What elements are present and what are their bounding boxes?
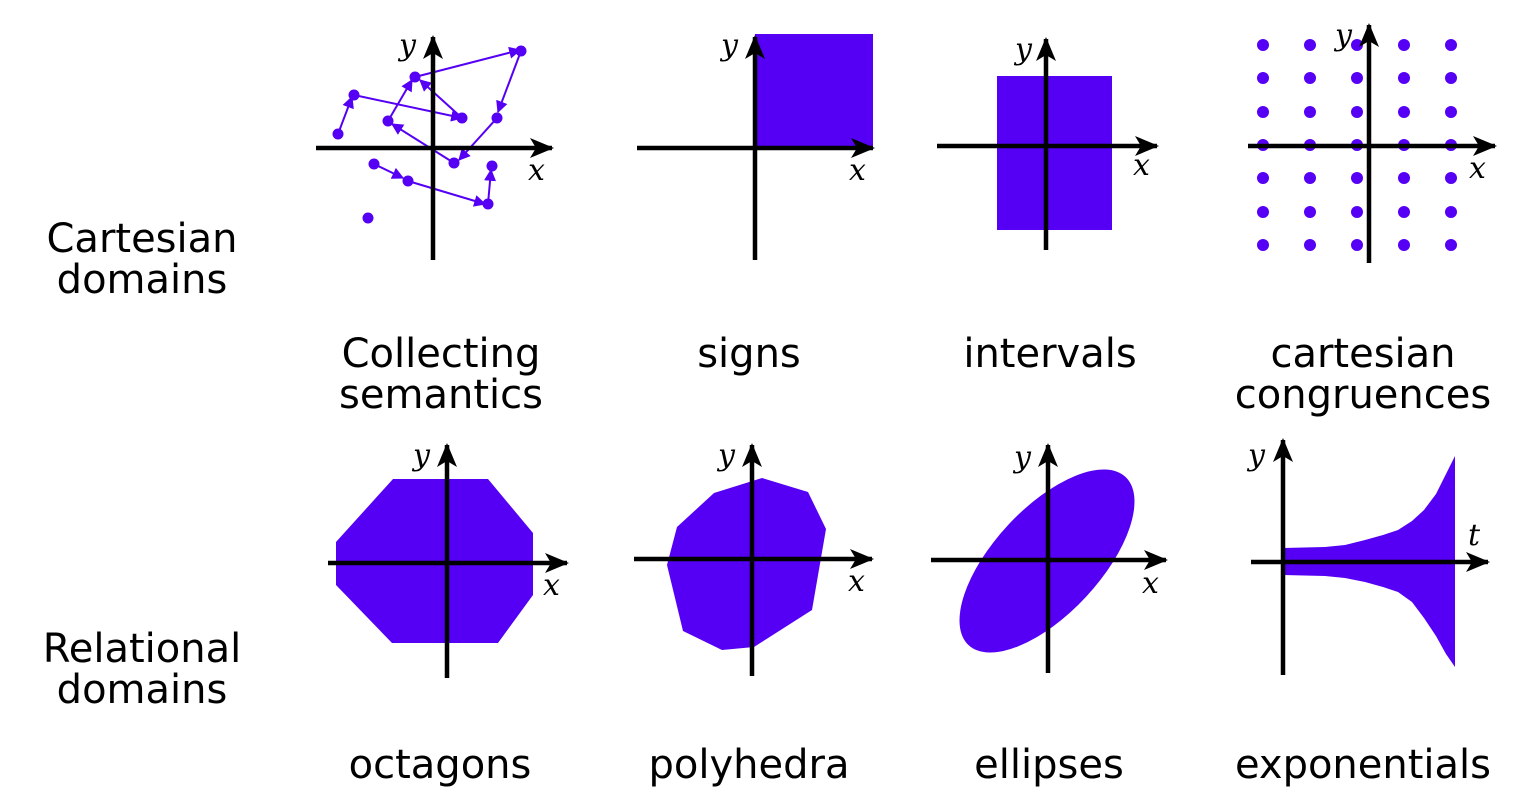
y-axis-label: y xyxy=(719,28,739,63)
y-axis-label: y xyxy=(1013,32,1033,67)
row-label-cartesian-line1: Cartesian xyxy=(47,216,238,262)
polyhedron-shape xyxy=(667,478,826,650)
x-axis-label: x xyxy=(1133,148,1150,183)
row-label-relational-line2: domains xyxy=(57,667,228,713)
y-axis-label: y xyxy=(1333,18,1353,53)
panel-signs: x y signs xyxy=(637,28,875,377)
x-axis-label: x xyxy=(848,564,865,599)
trajectory-points xyxy=(332,45,527,224)
panel-exponentials: t y exponentials xyxy=(1235,438,1491,788)
y-axis-label: y xyxy=(716,438,736,473)
y-axis-label: y xyxy=(1012,440,1032,475)
row-label-relational: Relational domains xyxy=(43,626,241,713)
panel-octagons: x y octagons xyxy=(328,438,569,788)
row-label-cartesian-line2: domains xyxy=(57,257,228,303)
panel-ellipses: x y ellipses xyxy=(931,440,1168,788)
caption-exponentials: exponentials xyxy=(1235,742,1491,788)
caption-signs: signs xyxy=(697,331,801,377)
y-axis-label: y xyxy=(411,438,431,473)
x-axis-label: x xyxy=(1469,151,1486,186)
caption-congruences-line1: cartesian xyxy=(1270,331,1455,377)
caption-congruences-line2: congruences xyxy=(1235,372,1491,418)
panel-intervals: x y intervals xyxy=(937,32,1159,377)
panel-cartesian-congruences: x y cartesian congruences xyxy=(1235,18,1497,418)
y-axis-label: y xyxy=(1246,438,1266,473)
t-axis-label: t xyxy=(1468,518,1481,553)
caption-ellipses: ellipses xyxy=(974,742,1124,788)
caption-polyhedra: polyhedra xyxy=(649,742,850,788)
interval-box xyxy=(997,76,1112,230)
caption-octagons: octagons xyxy=(349,742,532,788)
sign-quadrant-region xyxy=(755,34,873,148)
caption-intervals: intervals xyxy=(963,331,1136,377)
y-axis-label: y xyxy=(397,28,417,63)
panel-polyhedra: x y polyhedra xyxy=(634,438,874,788)
x-axis-label: x xyxy=(543,568,560,603)
caption-collecting-line1: Collecting xyxy=(342,331,541,377)
row-label-relational-line1: Relational xyxy=(43,626,241,672)
caption-collecting-line2: semantics xyxy=(339,372,543,418)
x-axis-label: x xyxy=(528,153,545,188)
panel-collecting-semantics: x y Collecting semantics xyxy=(316,28,554,418)
x-axis-label: x xyxy=(849,153,866,188)
x-axis-label: x xyxy=(1142,566,1159,601)
row-label-cartesian: Cartesian domains xyxy=(47,216,238,303)
